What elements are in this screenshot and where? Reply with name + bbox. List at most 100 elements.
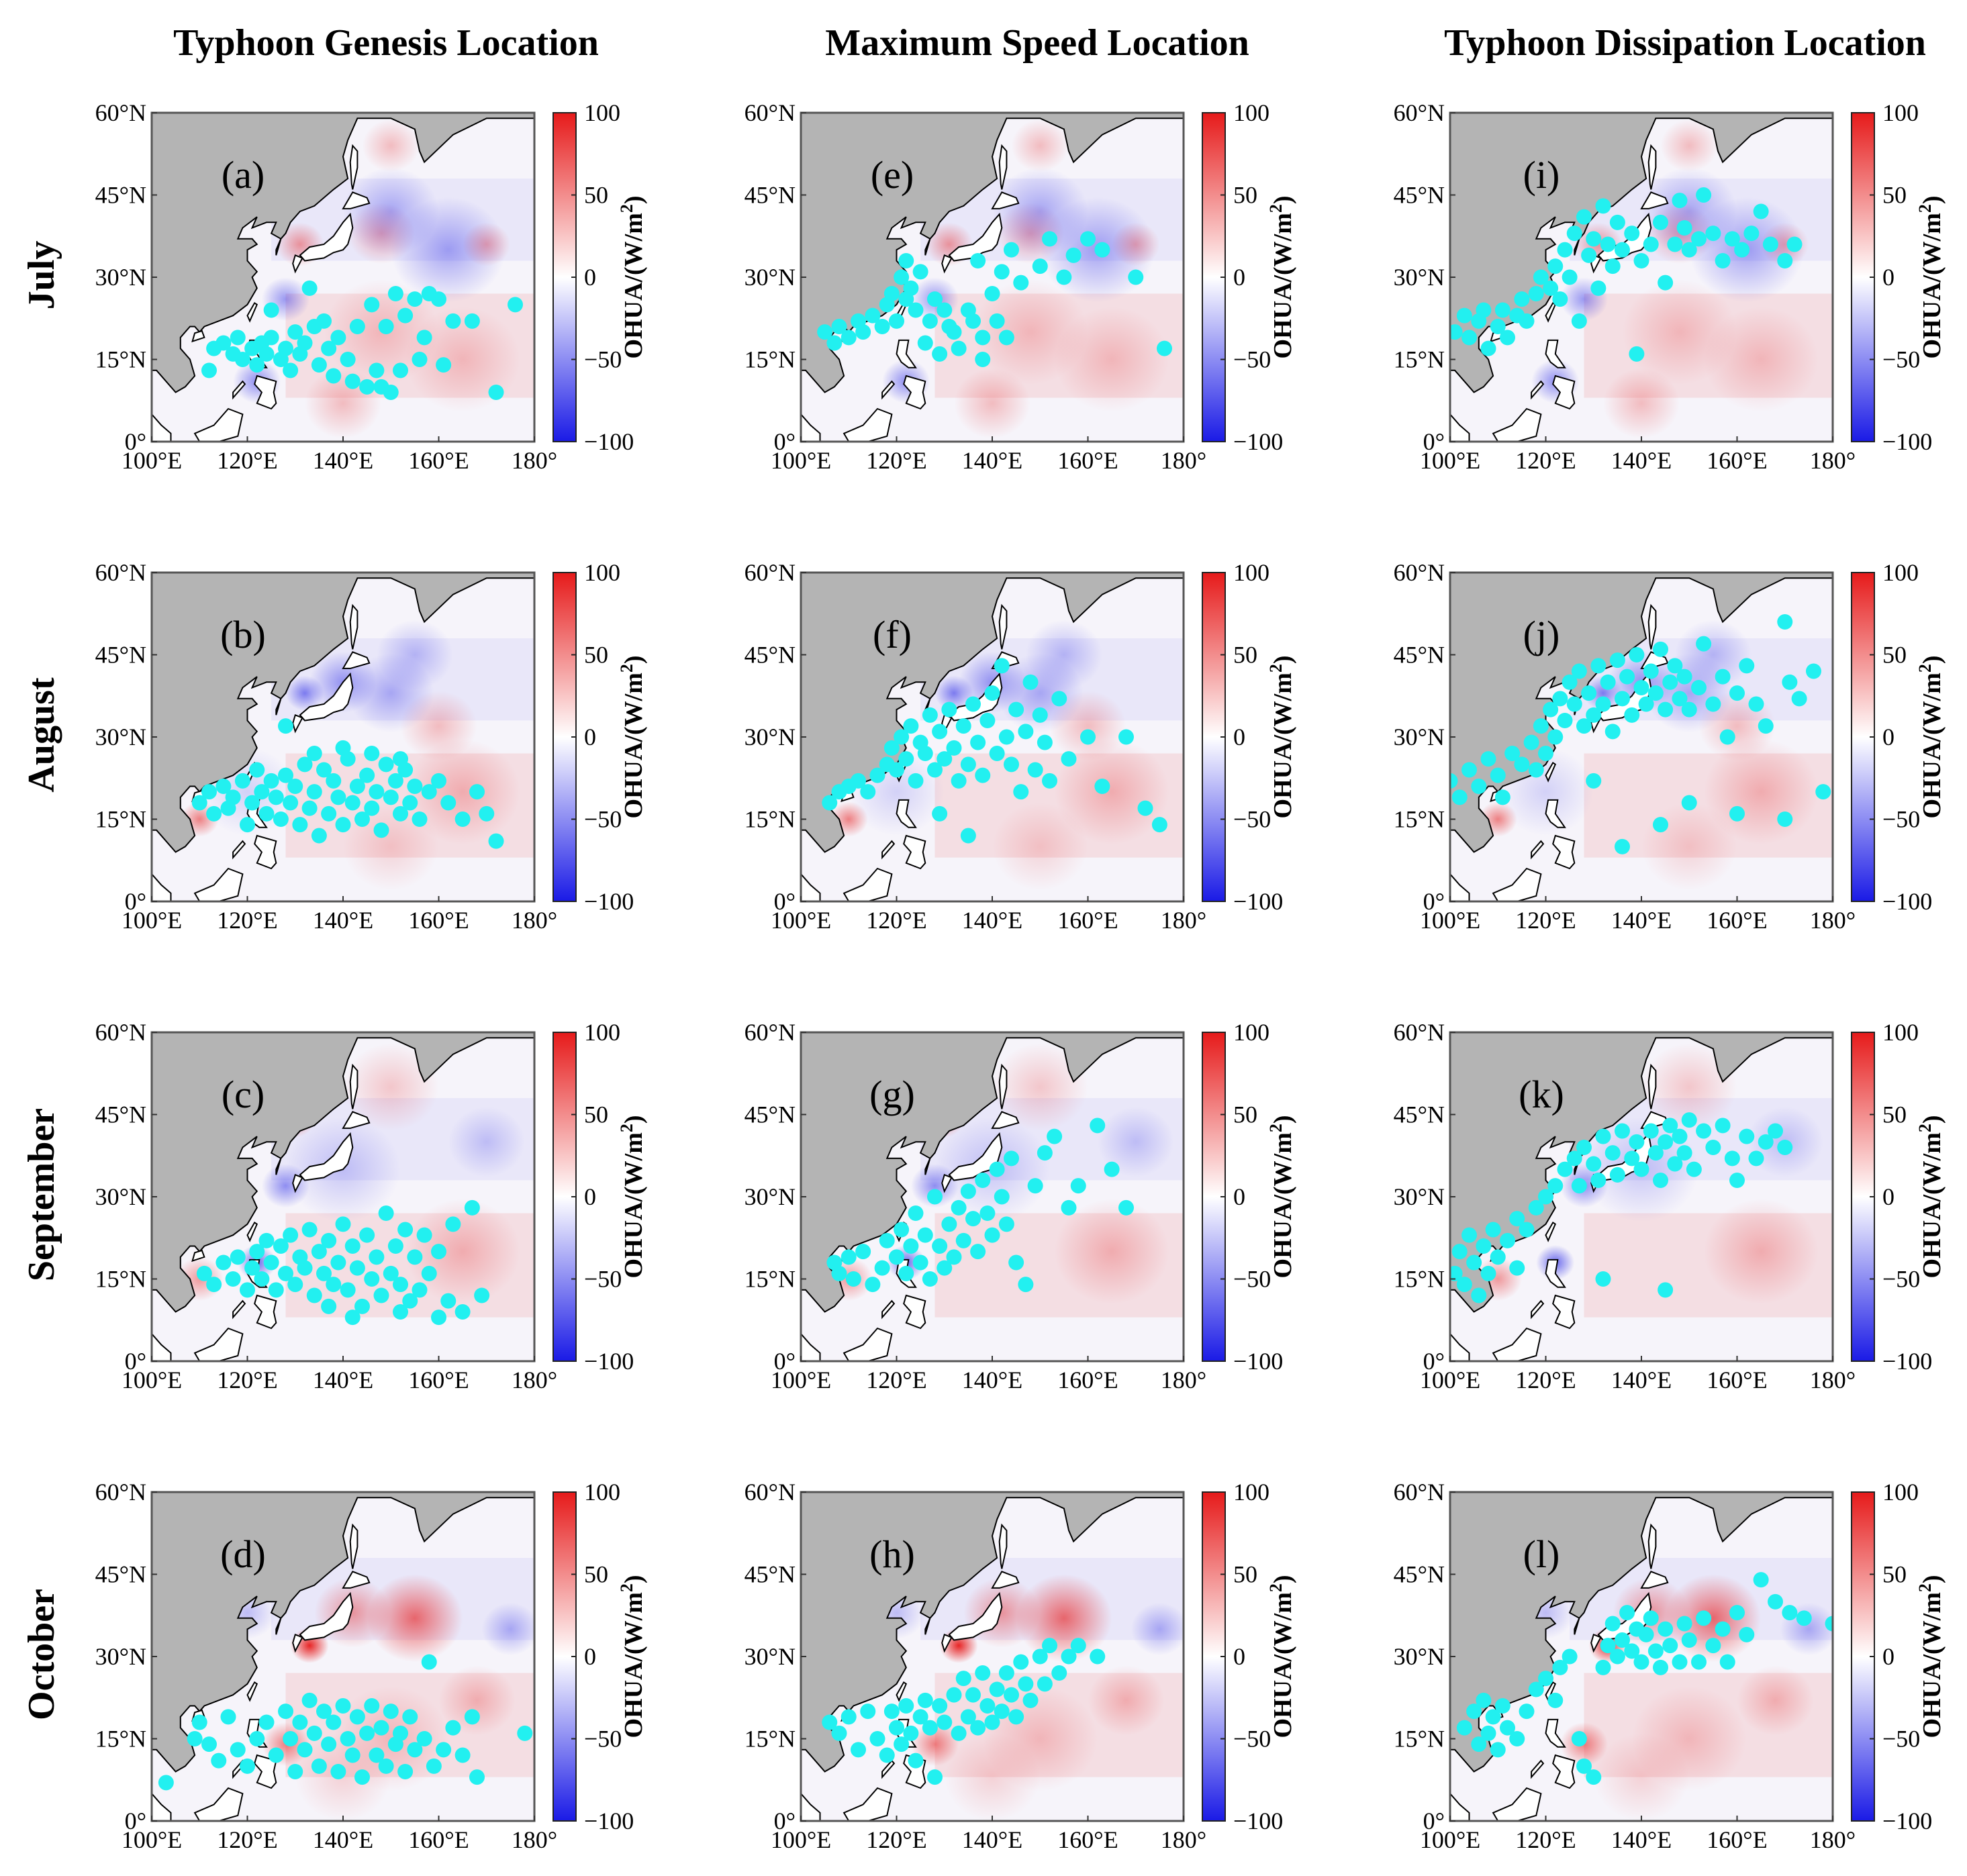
typhoon-marker	[1633, 1161, 1649, 1177]
colorbar-label-close: )	[620, 195, 648, 204]
typhoon-marker	[1581, 685, 1597, 701]
land-island	[998, 603, 1008, 650]
x-tick-label: 120°E	[1515, 907, 1576, 934]
typhoon-marker	[932, 724, 948, 740]
typhoon-marker	[230, 1742, 246, 1758]
typhoon-marker	[407, 291, 423, 307]
panel-label: (h)	[869, 1532, 915, 1576]
typhoon-marker	[1450, 324, 1463, 340]
y-tick-label: 15°N	[1394, 1726, 1445, 1752]
anomaly-patch	[1641, 1043, 1737, 1131]
land-island	[801, 413, 821, 442]
land-island	[191, 330, 205, 343]
typhoon-marker	[1562, 269, 1578, 285]
typhoon-marker	[889, 762, 904, 778]
y-tick-label: 45°N	[1394, 642, 1445, 669]
typhoon-marker	[1151, 817, 1167, 833]
typhoon-marker	[373, 1720, 389, 1736]
typhoon-marker	[1094, 242, 1110, 258]
typhoon-marker	[1538, 1189, 1553, 1205]
typhoon-marker	[1576, 718, 1592, 734]
typhoon-marker	[464, 313, 480, 329]
typhoon-marker	[1528, 1681, 1544, 1697]
y-tick-label: 0°	[774, 888, 796, 915]
colorbar-tick-label: −50	[1233, 1726, 1271, 1752]
x-tick-label: 140°E	[313, 447, 373, 474]
typhoon-marker	[393, 751, 408, 767]
map-area	[152, 1492, 534, 1821]
map-area	[152, 1032, 534, 1361]
colorbar: 100 50 0 −50 −100 OHUA/(W/m2)	[1202, 1479, 1297, 1834]
land-island	[292, 254, 303, 274]
typhoon-marker	[903, 1238, 919, 1254]
land-island	[1545, 1681, 1557, 1702]
typhoon-marker	[397, 1764, 414, 1779]
land-island	[843, 407, 893, 442]
typhoon-marker	[378, 319, 394, 334]
anomaly-patch	[992, 803, 1088, 891]
colorbar-label-sup: 2	[1915, 1124, 1935, 1132]
typhoon-marker	[407, 1742, 423, 1758]
typhoon-marker	[335, 1698, 351, 1714]
typhoon-marker	[1615, 242, 1630, 258]
colorbar-label: OHUA/(W/m2)	[1266, 195, 1297, 358]
typhoon-marker	[989, 746, 1005, 761]
x-tick-label: 140°E	[313, 1367, 373, 1393]
typhoon-marker	[922, 313, 938, 329]
land-island	[896, 339, 917, 368]
typhoon-marker	[1658, 275, 1674, 291]
y-tick-label: 60°N	[745, 559, 796, 586]
anomaly-patch	[448, 1107, 525, 1177]
typhoon-marker	[383, 1704, 399, 1720]
typhoon-marker	[393, 1304, 408, 1320]
typhoon-marker	[1753, 203, 1769, 219]
land-island	[941, 254, 953, 274]
y-tick-label: 15°N	[745, 1726, 796, 1752]
typhoon-marker	[301, 1692, 318, 1708]
typhoon-marker	[436, 357, 452, 373]
colorbar-tick-label: 0	[584, 1643, 596, 1670]
land-island	[152, 873, 172, 901]
typhoon-marker	[1008, 701, 1024, 718]
y-tick-label: 0°	[1423, 1808, 1445, 1834]
land-island	[152, 1332, 172, 1361]
typhoon-marker	[1051, 691, 1067, 707]
x-tick-label: 160°E	[1057, 447, 1118, 474]
map-area	[801, 113, 1184, 442]
typhoon-marker	[1672, 691, 1688, 707]
typhoon-marker	[937, 1714, 953, 1730]
typhoon-marker	[402, 1709, 418, 1725]
typhoon-marker	[879, 1232, 895, 1248]
colorbar-tick-label: −50	[1882, 1726, 1920, 1752]
typhoon-marker	[937, 1260, 953, 1276]
typhoon-marker	[1604, 258, 1621, 275]
typhoon-marker	[340, 1282, 356, 1298]
x-tick-label: 160°E	[1057, 907, 1118, 934]
land-island	[1545, 301, 1557, 323]
colorbar-tick-label: −100	[1882, 1808, 1932, 1834]
colorbar-tick-label: 100	[584, 1479, 620, 1505]
typhoon-marker	[1504, 746, 1521, 761]
colorbar-tick-label: 0	[1233, 724, 1245, 750]
land-island	[193, 407, 244, 442]
typhoon-marker	[215, 335, 232, 351]
typhoon-marker	[869, 767, 885, 783]
colorbar-tick-label: −100	[1233, 1348, 1283, 1375]
typhoon-marker	[1825, 1616, 1833, 1632]
y-tick-label: 0°	[125, 888, 146, 915]
colorbar-tick-label: 50	[1882, 1561, 1907, 1588]
typhoon-marker	[488, 385, 504, 400]
typhoon-marker	[206, 1277, 222, 1293]
typhoon-marker	[283, 795, 299, 811]
typhoon-marker	[378, 1758, 394, 1774]
y-tick-label: 15°N	[1394, 1266, 1445, 1293]
typhoon-marker	[1552, 291, 1568, 307]
colorbar-tick-label: −100	[584, 1808, 634, 1834]
typhoon-marker	[234, 352, 250, 367]
colorbar-tick-label: −100	[584, 428, 634, 455]
typhoon-marker	[1018, 724, 1034, 740]
land-island	[991, 1571, 1020, 1589]
typhoon-marker	[1461, 762, 1477, 778]
typhoon-marker	[1562, 674, 1578, 690]
typhoon-marker	[1729, 1605, 1745, 1621]
